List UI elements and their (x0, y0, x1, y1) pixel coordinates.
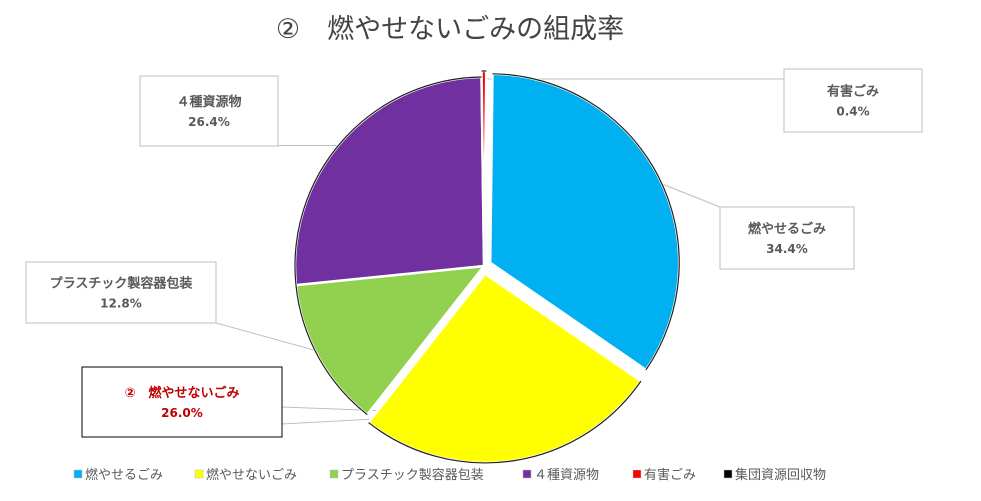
callout-box-3 (25, 261, 217, 324)
legend-item-1: 燃やせるごみ (73, 467, 163, 483)
callout-5: 有害ごみ 0.4% (783, 68, 923, 133)
callout-value-1: 34.4% (766, 242, 808, 256)
legend-item-2: 燃やせないごみ (194, 467, 297, 483)
callout-box-2 (81, 366, 283, 438)
legend-item-6: 集団資源回収物 (723, 467, 826, 483)
legend-swatch-5 (632, 469, 642, 479)
pie-slice-4 (293, 75, 486, 287)
legend-swatch-3 (329, 469, 339, 479)
callout-box-1 (719, 206, 855, 270)
callout-3: プラスチック製容器包装 12.8% (25, 261, 217, 324)
callout-value-2: 26.0% (161, 406, 203, 420)
leader-line-3 (215, 322, 326, 354)
legend-label-5: 有害ごみ (644, 467, 696, 483)
data-callouts: 燃やせるごみ 34.4% ② 燃やせないごみ 26.0% プラスチック製容器包装 12.8… (25, 68, 923, 438)
callout-label-4: ４種資源物 (176, 94, 241, 110)
legend-swatch-6 (723, 469, 733, 479)
pie-slice-rim-4 (294, 76, 482, 286)
pie-slice-rim-2 (368, 380, 642, 464)
pie-slice-rim-1 (492, 73, 680, 371)
pie-slices (293, 69, 681, 465)
legend-label-4: ４種資源物 (534, 467, 599, 483)
callout-box-4 (139, 75, 279, 147)
legend-label-3: プラスチック製容器包装 (341, 467, 484, 483)
pie-slice-rim-3 (295, 285, 368, 416)
legend-item-5: 有害ごみ (632, 467, 696, 483)
legend-item-4: ４種資源物 (522, 467, 599, 483)
callout-1: 燃やせるごみ 34.4% (719, 206, 855, 270)
callout-label-1: 燃やせるごみ (748, 221, 826, 237)
callout-label-3: プラスチック製容器包装 (50, 276, 193, 292)
chart-title: ② 燃やせないごみの組成率 (276, 14, 624, 45)
legend-swatch-1 (73, 469, 83, 479)
callout-box-5 (783, 68, 923, 133)
callout-label-2: ② 燃やせないごみ (124, 385, 239, 401)
callout-value-5: 0.4% (836, 105, 869, 119)
callout-value-3: 12.8% (100, 297, 142, 311)
legend-label-2: 燃やせないごみ (206, 467, 297, 483)
callout-value-4: 26.4% (188, 115, 230, 129)
legend-swatch-2 (194, 469, 204, 479)
legend-label-1: 燃やせるごみ (85, 467, 163, 483)
legend-swatch-4 (522, 469, 532, 479)
callout-label-5: 有害ごみ (827, 84, 879, 100)
legend: 燃やせるごみ 燃やせないごみ プラスチック製容器包装 ４種資源物 有害ごみ 集団資源回収物 (73, 467, 826, 483)
callout-4: ４種資源物 26.4% (139, 75, 279, 147)
callout-2: ② 燃やせないごみ 26.0% (81, 366, 283, 438)
legend-label-6: 集団資源回収物 (735, 467, 826, 483)
legend-item-3: プラスチック製容器包装 (329, 467, 484, 483)
